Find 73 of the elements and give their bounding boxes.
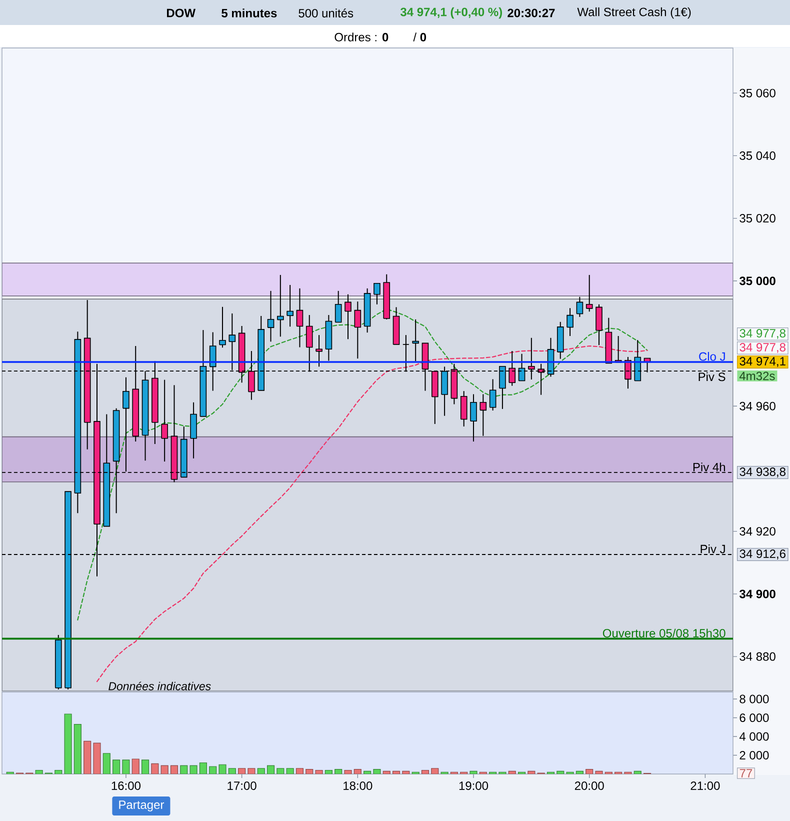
candlestick [354, 301, 362, 360]
text: Partager [119, 800, 164, 812]
candlestick [489, 378, 496, 411]
bar [122, 760, 130, 774]
text: 34 974,1 (+0,40 %) [400, 7, 502, 19]
annotation: Données indicatives [108, 682, 211, 690]
ref-line-label: Clo J [699, 352, 725, 361]
candlestick [122, 376, 130, 472]
y-tick-label: 34 920 [740, 527, 776, 536]
candlestick [460, 390, 468, 427]
candlestick [586, 274, 593, 312]
x-tick-label: 21:00 [690, 782, 720, 790]
candlestick [566, 308, 574, 336]
candlestick [596, 304, 602, 346]
line-series [77, 308, 648, 620]
bar [431, 768, 439, 774]
text: 34 977,8 [740, 329, 786, 339]
y-tick-label: 35 060 [740, 88, 776, 98]
y-tick-label: 34 880 [740, 652, 776, 661]
text: 34 974,1 [740, 357, 786, 367]
y-tick-label: 2 000 [740, 751, 769, 760]
bar [180, 765, 188, 774]
text: 34 938,8 [740, 468, 786, 478]
x-tick-label: 16:00 [112, 782, 140, 790]
bar [199, 762, 207, 774]
x-tick-label: 17:00 [228, 782, 256, 790]
y-tick-label: 4 000 [739, 732, 769, 741]
text: 34 912,6 [740, 550, 786, 560]
candlestick [344, 294, 352, 340]
bar [228, 768, 236, 774]
candlestick [277, 274, 284, 338]
candlestick [576, 296, 584, 318]
candlestick [219, 306, 226, 348]
ref-line-label: Piv 4h [693, 462, 726, 472]
text: Wall Street Cash (1€) [577, 7, 691, 19]
candlestick [334, 290, 342, 323]
bar [209, 766, 217, 774]
y-tick-label: 8 000 [740, 694, 769, 704]
candlestick [267, 290, 274, 342]
y-tick-label: 6 000 [740, 714, 769, 722]
y-tick-label: 35 000 [739, 276, 776, 286]
text: DOW [166, 8, 196, 18]
candlestick [470, 394, 477, 442]
text: 4m32s [739, 372, 775, 380]
y-tick-label: 34 900 [739, 590, 776, 598]
x-tick-label: 20:00 [574, 782, 604, 790]
text: 20:30:27 [508, 8, 555, 18]
candlestick [161, 379, 168, 462]
candlestick [296, 288, 304, 348]
text: 34 977,8 [740, 343, 786, 353]
ref-line-label: Ouverture 05/08 15h30 [602, 628, 726, 638]
ref-line-label: Piv J [700, 544, 725, 554]
ref-line-label: Piv S [698, 372, 726, 382]
bar [257, 768, 265, 774]
x-tick-label: 18:00 [344, 782, 372, 790]
bar [373, 769, 381, 774]
candlestick [286, 284, 294, 328]
bar [238, 768, 246, 774]
text: 77 [740, 769, 752, 778]
text: Ordres : 0 [334, 32, 388, 42]
y-tick-label: 34 960 [740, 402, 776, 410]
bar [286, 768, 294, 774]
text: 5 minutes [222, 8, 277, 18]
candlestick [374, 282, 380, 305]
text: / 0 [413, 32, 426, 42]
bar [151, 763, 159, 774]
y-tick-label: 35 020 [740, 214, 776, 223]
candlestick [316, 334, 322, 368]
candlestick [412, 318, 419, 362]
candlestick [480, 394, 487, 436]
y-tick-label: 35 040 [740, 151, 776, 160]
x-tick-label: 19:00 [459, 782, 488, 790]
text: 500 unités [298, 8, 354, 18]
